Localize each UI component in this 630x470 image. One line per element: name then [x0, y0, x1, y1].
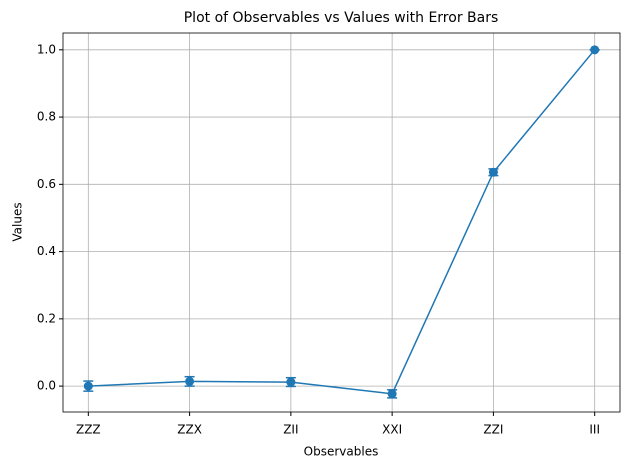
x-tick-label: ZZZ	[76, 423, 101, 437]
point	[185, 376, 195, 386]
point	[387, 389, 397, 399]
y-tick-label: 1.0	[37, 42, 56, 56]
plot-frame	[62, 32, 621, 413]
y-axis-label: Values	[11, 202, 25, 241]
x-tick-label: XXI	[382, 423, 402, 437]
y-tick-label: 0.0	[37, 379, 56, 393]
x-tick-label: III	[589, 423, 600, 437]
x-axis-label: Observables	[304, 445, 379, 459]
y-tick-label: 0.8	[37, 110, 56, 124]
data-line	[88, 49, 596, 395]
y-tick-label: 0.4	[37, 244, 56, 258]
y-tick-label: 0.2	[37, 311, 56, 325]
y-tick-label: 0.6	[37, 177, 56, 191]
point	[286, 377, 296, 387]
x-tick-label: ZZX	[177, 423, 202, 437]
point	[590, 45, 600, 55]
x-tick-label: ZZI	[483, 423, 503, 437]
point	[488, 167, 498, 177]
chart-title: Plot of Observables vs Values with Error…	[184, 10, 499, 26]
point	[83, 381, 93, 391]
x-tick-label: ZII	[283, 423, 298, 437]
